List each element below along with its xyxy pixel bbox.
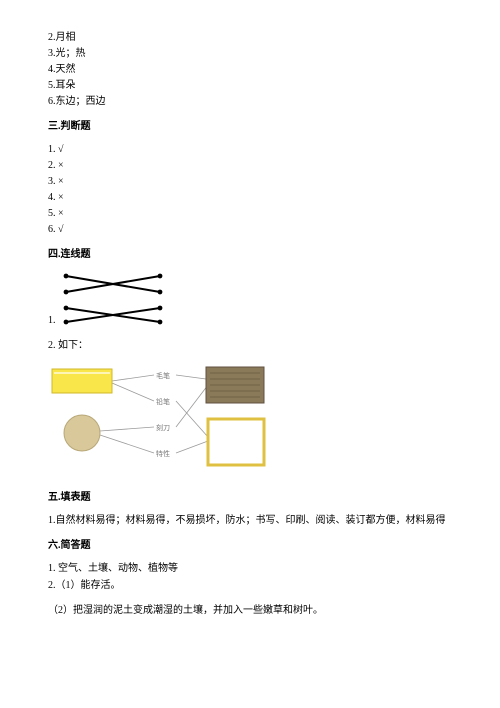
section6-a1: 1. 空气、土壤、动物、植物等 bbox=[48, 561, 452, 576]
section5-title: 五.填表题 bbox=[48, 490, 452, 505]
section6-a3: （2）把湿润的泥土变成潮湿的土壤，并加入一些嫩草和树叶。 bbox=[48, 603, 452, 618]
judge-item: 4. × bbox=[48, 190, 452, 205]
section3-title: 三.判断题 bbox=[48, 119, 452, 134]
judge-item: 5. × bbox=[48, 206, 452, 221]
intro-item: 4.天然 bbox=[48, 62, 452, 77]
matching-diagram-1-wrap: 1. bbox=[48, 270, 452, 328]
judge-item: 2. × bbox=[48, 158, 452, 173]
svg-text:刻刀: 刻刀 bbox=[156, 423, 170, 432]
svg-text:铅笔: 铅笔 bbox=[156, 397, 170, 406]
matching-diagram-2-wrap: 毛笔铅笔刻刀特性 bbox=[48, 361, 452, 476]
intro-item: 3.光；热 bbox=[48, 46, 452, 61]
matching-diagram-1 bbox=[58, 270, 168, 328]
matching-diagram-2: 毛笔铅笔刻刀特性 bbox=[48, 361, 298, 471]
judge-item: 6. √ bbox=[48, 222, 452, 237]
intro-item: 2.月相 bbox=[48, 30, 452, 45]
item1-label: 1. bbox=[48, 313, 56, 328]
judge-item: 3. × bbox=[48, 174, 452, 189]
judge-item: 1. √ bbox=[48, 142, 452, 157]
svg-text:特性: 特性 bbox=[156, 449, 170, 458]
item2-label: 2. 如下： bbox=[48, 338, 452, 353]
section3-list: 1. √ 2. × 3. × 4. × 5. × 6. √ bbox=[48, 142, 452, 237]
section5-answer: 1.自然材料易得；材料易得，不易损坏，防水；书写、印刷、阅读、装订都方便，材料易… bbox=[48, 513, 452, 528]
svg-text:毛笔: 毛笔 bbox=[156, 371, 170, 380]
section6-a2: 2.（1）能存活。 bbox=[48, 578, 452, 593]
section4-title: 四.连线题 bbox=[48, 247, 452, 262]
intro-list: 2.月相 3.光；热 4.天然 5.耳朵 6.东边；西边 bbox=[48, 30, 452, 109]
intro-item: 5.耳朵 bbox=[48, 78, 452, 93]
intro-item: 6.东边；西边 bbox=[48, 94, 452, 109]
section6-title: 六.简答题 bbox=[48, 538, 452, 553]
